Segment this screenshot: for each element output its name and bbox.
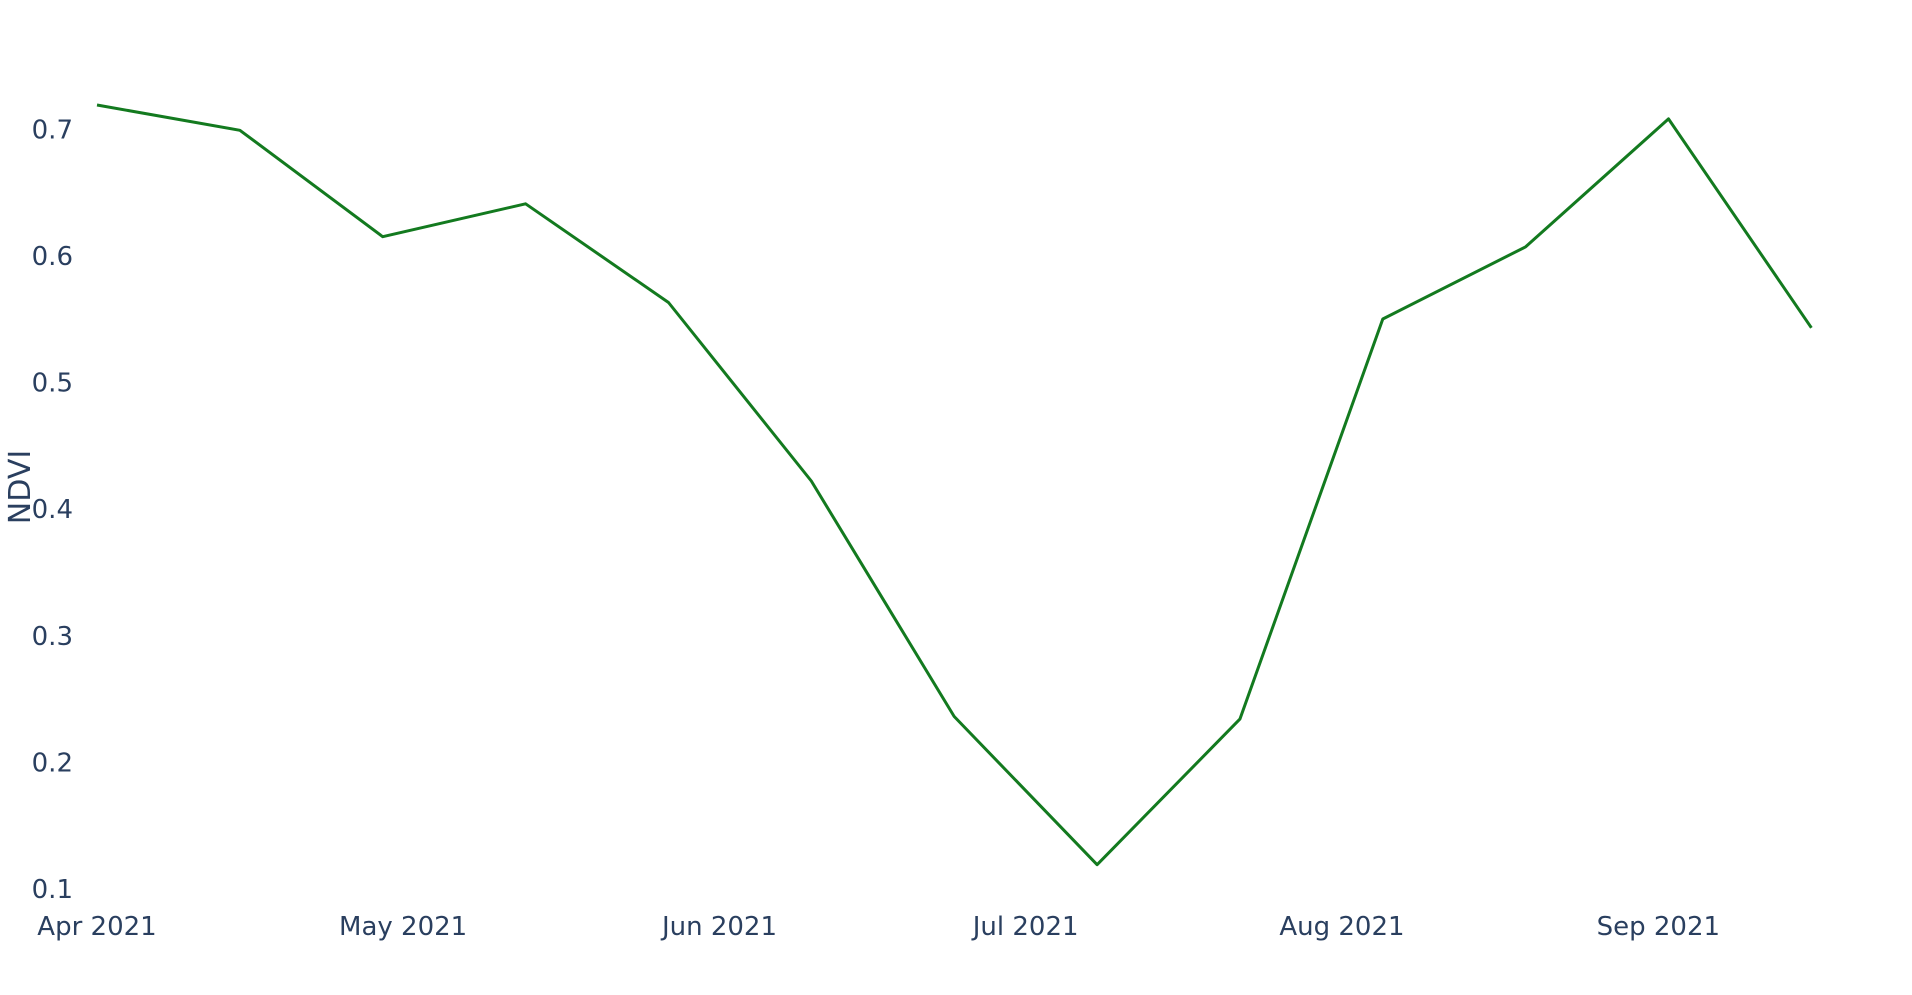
x-axis-ticks: Apr 2021 May 2021 Jun 2021 Jul 2021 Aug 2021… bbox=[37, 912, 1720, 942]
x-tick-label: Jul 2021 bbox=[971, 912, 1079, 942]
y-tick-label: 0.4 bbox=[32, 495, 73, 525]
x-tick-label: May 2021 bbox=[339, 912, 467, 942]
y-tick-label: 0.7 bbox=[32, 115, 73, 145]
y-tick-label: 0.3 bbox=[32, 622, 73, 652]
y-tick-label: 0.2 bbox=[32, 748, 73, 778]
y-axis-ticks: 0.1 0.2 0.3 0.4 0.5 0.6 0.7 bbox=[32, 115, 73, 905]
x-tick-label: Sep 2021 bbox=[1597, 912, 1720, 942]
x-tick-label: Jun 2021 bbox=[660, 912, 777, 942]
series-layer bbox=[96, 103, 1813, 867]
y-tick-label: 0.5 bbox=[32, 369, 73, 399]
y-tick-label: 0.1 bbox=[32, 875, 73, 905]
x-tick-label: Apr 2021 bbox=[37, 912, 156, 942]
y-axis-title: NDVI bbox=[3, 450, 38, 524]
x-tick-label: Aug 2021 bbox=[1279, 912, 1404, 942]
y-tick-label: 0.6 bbox=[32, 242, 73, 272]
ndvi-series-line bbox=[96, 103, 1813, 867]
